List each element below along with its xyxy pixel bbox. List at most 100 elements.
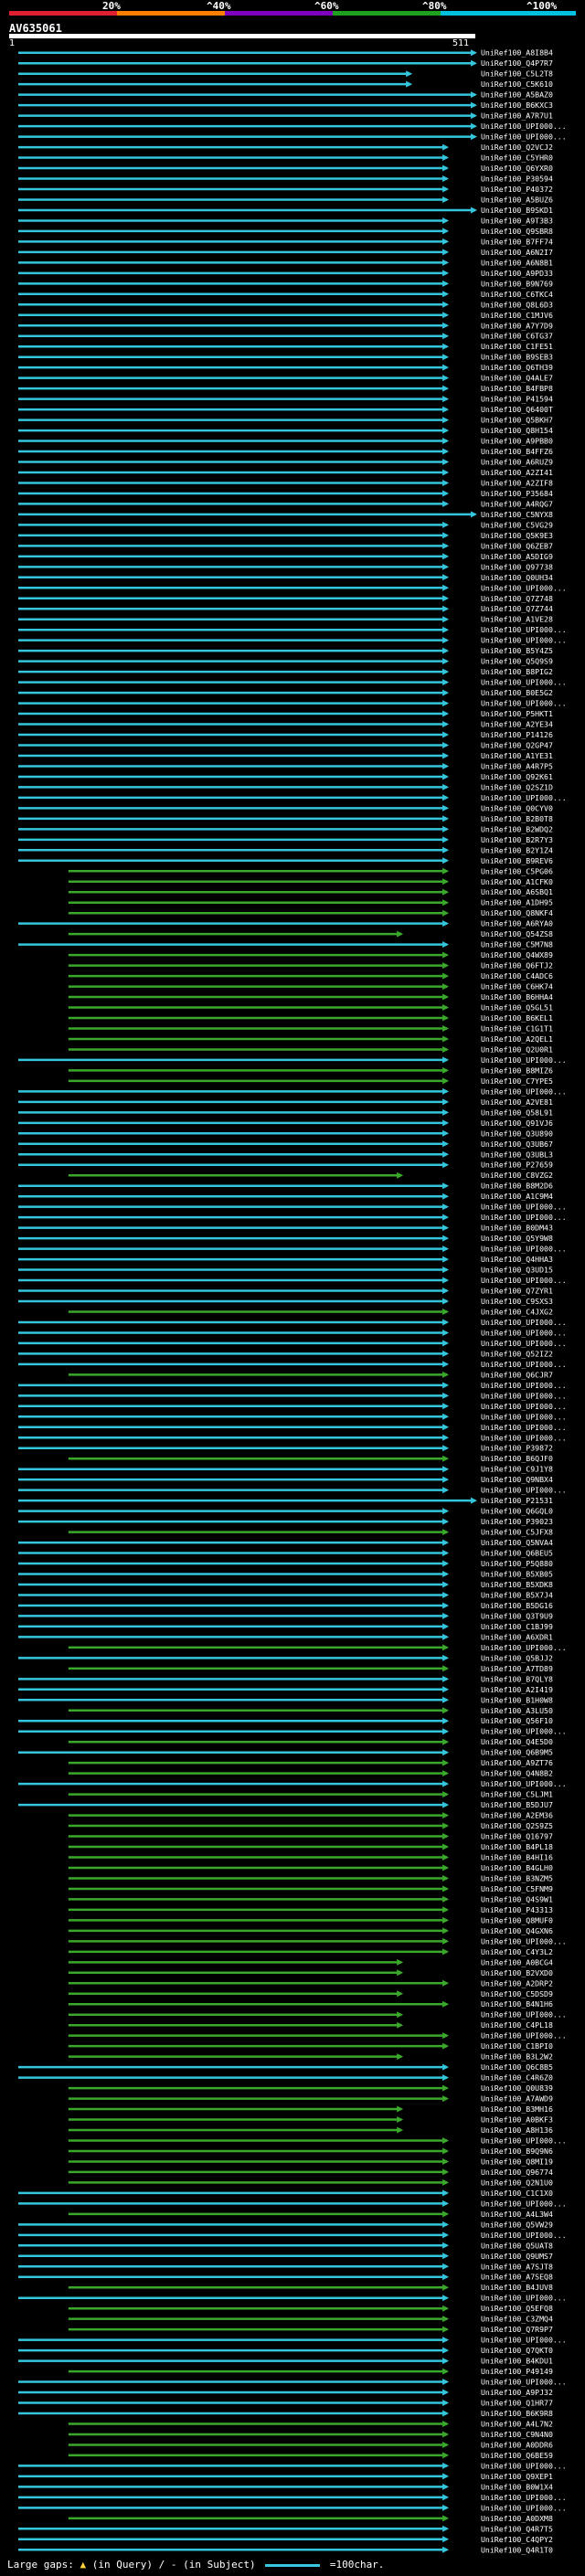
hit-id-link[interactable]: UniRef100_Q5BJJ2 [481,1653,553,1662]
hit-id-link[interactable]: UniRef100_Q97738 [481,562,553,571]
hit-id-link[interactable]: UniRef100_B5DG16 [481,1601,553,1610]
hit-id-link[interactable]: UniRef100_Q8L6D3 [481,300,553,309]
hit-id-link[interactable]: UniRef100_Q2N1U0 [481,2178,553,2187]
hit-id-link[interactable]: UniRef100_B2R7Y3 [481,835,553,844]
hit-id-link[interactable]: UniRef100_P5Q880 [481,1559,553,1568]
hit-id-link[interactable]: UniRef100_A8I8B4 [481,48,553,58]
hit-id-link[interactable]: UniRef100_Q56F10 [481,1716,553,1725]
hit-id-link[interactable]: UniRef100_C1MJV6 [481,311,553,320]
hit-id-link[interactable]: UniRef100_A1DH95 [481,898,553,907]
hit-id-link[interactable]: UniRef100_Q4R1T0 [481,2545,553,2554]
hit-id-link[interactable]: UniRef100_C4PL18 [481,2020,553,2030]
hit-id-link[interactable]: UniRef100_B3NZM5 [481,1873,553,1882]
hit-id-link[interactable]: UniRef100_B9REV6 [481,856,553,865]
hit-id-link[interactable]: UniRef100_UPI000... [481,1423,567,1432]
hit-id-link[interactable]: UniRef100_UPI000... [481,2031,567,2041]
hit-id-link[interactable]: UniRef100_Q4HHA3 [481,1255,553,1264]
hit-id-link[interactable]: UniRef100_B4FFZ6 [481,447,553,456]
hit-id-link[interactable]: UniRef100_Q96774 [481,2168,553,2177]
hit-id-link[interactable]: UniRef100_UPI000... [481,2461,567,2470]
hit-id-link[interactable]: UniRef100_B6QJF0 [481,1454,553,1463]
hit-id-link[interactable]: UniRef100_A5BAZ0 [481,90,553,100]
hit-id-link[interactable]: UniRef100_P43313 [481,1905,553,1914]
hit-id-link[interactable]: UniRef100_UPI000... [481,1727,567,1736]
hit-id-link[interactable]: UniRef100_B8M2D6 [481,1182,553,1191]
hit-id-link[interactable]: UniRef100_UPI000... [481,1328,567,1337]
hit-id-link[interactable]: UniRef100_B9SKD1 [481,206,553,215]
hit-id-link[interactable]: UniRef100_P39872 [481,1444,553,1453]
hit-id-link[interactable]: UniRef100_Q7Z744 [481,604,553,613]
hit-id-link[interactable]: UniRef100_P21531 [481,1496,553,1505]
hit-id-link[interactable]: UniRef100_C9J1Y8 [481,1465,553,1474]
hit-id-link[interactable]: UniRef100_B4PL18 [481,1842,553,1851]
hit-id-link[interactable]: UniRef100_C1C1X0 [481,2189,553,2198]
hit-id-link[interactable]: UniRef100_A0DXM8 [481,2514,553,2523]
hit-id-link[interactable]: UniRef100_P27659 [481,1161,553,1170]
hit-id-link[interactable]: UniRef100_B4JUV8 [481,2283,553,2292]
hit-id-link[interactable]: UniRef100_A2QEL1 [481,1034,553,1044]
hit-id-link[interactable]: UniRef100_Q92K61 [481,772,553,781]
hit-id-link[interactable]: UniRef100_Q4P7R7 [481,58,553,68]
hit-id-link[interactable]: UniRef100_A1YE31 [481,751,553,760]
hit-id-link[interactable]: UniRef100_A5BUZ6 [481,195,553,204]
hit-id-link[interactable]: UniRef100_Q3T9U9 [481,1611,553,1620]
hit-id-link[interactable]: UniRef100_UPI000... [481,2378,567,2387]
hit-id-link[interactable]: UniRef100_C4R6Z0 [481,2073,553,2083]
hit-id-link[interactable]: UniRef100_B6KEL1 [481,1013,553,1023]
hit-id-link[interactable]: UniRef100_Q6CJR7 [481,1370,553,1379]
hit-id-link[interactable]: UniRef100_Q9NBX4 [481,1475,553,1484]
hit-id-link[interactable]: UniRef100_B0E5G2 [481,688,553,697]
hit-id-link[interactable]: UniRef100_Q3UD15 [481,1266,553,1275]
hit-id-link[interactable]: UniRef100_Q4WX89 [481,950,553,959]
hit-id-link[interactable]: UniRef100_Q5Q9S9 [481,657,553,666]
hit-id-link[interactable]: UniRef100_C5NYX8 [481,510,553,519]
hit-id-link[interactable]: UniRef100_UPI000... [481,699,567,708]
hit-id-link[interactable]: UniRef100_C1BJ99 [481,1622,553,1631]
hit-id-link[interactable]: UniRef100_Q7ZYR1 [481,1287,553,1296]
hit-id-link[interactable]: UniRef100_A9T3B3 [481,216,553,225]
hit-id-link[interactable]: UniRef100_UPI000... [481,1936,567,1945]
hit-id-link[interactable]: UniRef100_B7FF74 [481,237,553,246]
hit-id-link[interactable]: UniRef100_A3LU50 [481,1706,553,1715]
hit-id-link[interactable]: UniRef100_A4RQG7 [481,499,553,508]
hit-id-link[interactable]: UniRef100_Q7R9P7 [481,2325,553,2334]
hit-id-link[interactable]: UniRef100_A7TD89 [481,1664,553,1673]
hit-id-link[interactable]: UniRef100_UPI000... [481,1412,567,1421]
hit-id-link[interactable]: UniRef100_C3ZMQ4 [481,2315,553,2324]
hit-id-link[interactable]: UniRef100_B2VXD0 [481,1968,553,1977]
hit-id-link[interactable]: UniRef100_A4L7N2 [481,2419,553,2428]
hit-id-link[interactable]: UniRef100_UPI000... [481,122,567,131]
hit-id-link[interactable]: UniRef100_C5PG06 [481,866,553,875]
hit-id-link[interactable]: UniRef100_Q5GL51 [481,1003,553,1012]
hit-id-link[interactable]: UniRef100_Q8MI19 [481,2157,553,2166]
hit-id-link[interactable]: UniRef100_Q7QKT0 [481,2346,553,2355]
hit-id-link[interactable]: UniRef100_Q2U0R1 [481,1044,553,1054]
hit-id-link[interactable]: UniRef100_C5JFX8 [481,1528,553,1537]
hit-id-link[interactable]: UniRef100_C6TG37 [481,332,553,341]
hit-id-link[interactable]: UniRef100_Q4GXN6 [481,1926,553,1935]
hit-id-link[interactable]: UniRef100_B5Y4Z5 [481,646,553,655]
hit-id-link[interactable]: UniRef100_UPI000... [481,1203,567,1212]
hit-id-link[interactable]: UniRef100_B0DM43 [481,1224,553,1233]
hit-id-link[interactable]: UniRef100_P40372 [481,185,553,194]
hit-id-link[interactable]: UniRef100_Q1HR77 [481,2399,553,2408]
hit-id-link[interactable]: UniRef100_UPI000... [481,1360,567,1369]
hit-id-link[interactable]: UniRef100_C6TKC4 [481,290,553,299]
hit-id-link[interactable]: UniRef100_A6XDR1 [481,1632,553,1641]
hit-id-link[interactable]: UniRef100_Q5K9E3 [481,531,553,540]
hit-id-link[interactable]: UniRef100_B4HI16 [481,1853,553,1862]
hit-id-link[interactable]: UniRef100_UPI000... [481,1643,567,1652]
hit-id-link[interactable]: UniRef100_A6RYA0 [481,919,553,928]
hit-id-link[interactable]: UniRef100_A1CFK0 [481,877,553,886]
hit-id-link[interactable]: UniRef100_Q8MUF0 [481,1915,553,1924]
hit-id-link[interactable]: UniRef100_A6SBQ1 [481,887,553,896]
hit-id-link[interactable]: UniRef100_Q54ZS8 [481,929,553,938]
hit-id-link[interactable]: UniRef100_A2DRP2 [481,1978,553,1988]
hit-id-link[interactable]: UniRef100_A9ZT76 [481,1758,553,1767]
hit-id-link[interactable]: UniRef100_A4R7P5 [481,761,553,770]
hit-id-link[interactable]: UniRef100_UPI000... [481,1402,567,1411]
hit-id-link[interactable]: UniRef100_Q5VW29 [481,2220,553,2229]
hit-id-link[interactable]: UniRef100_A1C9M4 [481,1192,553,1201]
hit-id-link[interactable]: UniRef100_A2YE34 [481,720,553,729]
hit-id-link[interactable]: UniRef100_Q16797 [481,1832,553,1841]
